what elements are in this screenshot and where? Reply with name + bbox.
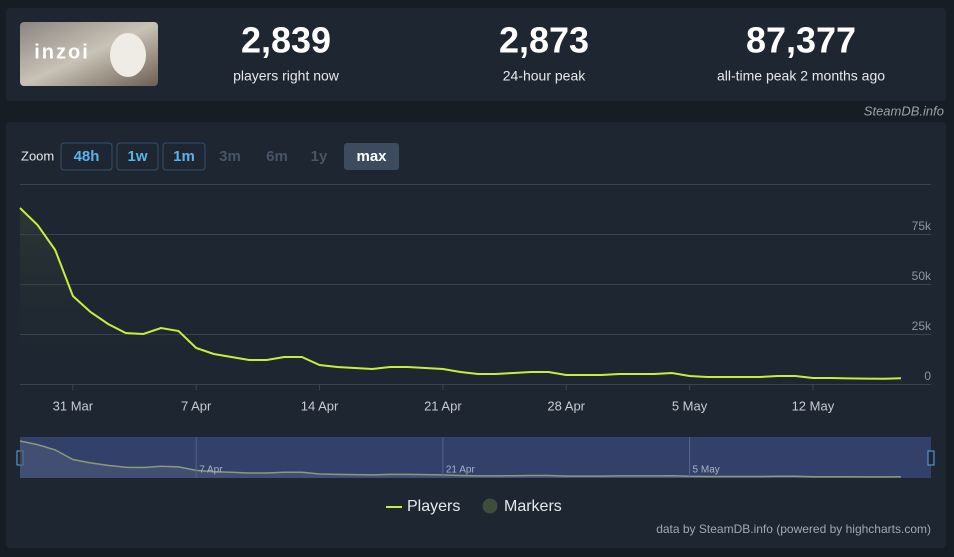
x-tick-label: 5 May: [672, 398, 708, 413]
zoom-button-label[interactable]: 1m: [173, 148, 195, 165]
line: [19, 207, 902, 380]
thumbnail-cat: [110, 33, 146, 77]
credits[interactable]: data by SteamDB.info (powered by highcha…: [656, 522, 931, 536]
legend-label[interactable]: Markers: [504, 498, 562, 515]
y-tick-label: 0: [924, 369, 931, 383]
source-link[interactable]: SteamDB.info: [864, 103, 944, 118]
stat-label: players right now: [233, 68, 340, 84]
zoom-button[interactable]: [60, 142, 113, 171]
x-tick-label: 14 Apr: [301, 398, 339, 413]
navigator-tick-label: 5 May: [693, 465, 720, 476]
x-tick-label: 7 Apr: [181, 398, 212, 413]
navigator-tick-label: 7 Apr: [199, 465, 223, 476]
navigator-handle[interactable]: [927, 450, 935, 466]
x-tick-label: 31 Mar: [53, 398, 94, 413]
navigator-area: [20, 441, 901, 478]
x-tick-label: 12 May: [792, 398, 835, 413]
logo: inzoi: [34, 41, 90, 63]
legend-symbol: [482, 498, 498, 514]
header-panel: [6, 8, 946, 101]
area: [20, 208, 901, 384]
stat-label: 24-hour peak: [503, 68, 587, 84]
stat-label: all-time peak 2 months ago: [717, 68, 885, 84]
x-tick-label: 28 Apr: [547, 398, 585, 413]
zoom-button-label: 3m: [219, 148, 241, 165]
y-tick-label: 75k: [912, 219, 932, 233]
stat-value: 2,873: [499, 20, 589, 61]
navigator-line: [19, 440, 902, 478]
zoom-button-label[interactable]: 1w: [127, 148, 147, 165]
zoom-button-label[interactable]: max: [356, 148, 387, 165]
legend-label[interactable]: Players: [407, 498, 460, 515]
stat-value: 87,377: [746, 20, 856, 61]
zoom-button-label: 1y: [311, 148, 328, 165]
zoom-button[interactable]: [116, 142, 159, 171]
zoom-label: Zoom: [21, 148, 54, 163]
y-tick-label: 50k: [912, 269, 932, 283]
x-tick-label: 21 Apr: [424, 398, 462, 413]
zoom-button-label: 6m: [266, 148, 288, 165]
navigator-tick-label: 21 Apr: [446, 465, 476, 476]
zoom-button[interactable]: [344, 143, 399, 170]
stat-value: 2,839: [241, 20, 331, 61]
zoom-button-label[interactable]: 48h: [74, 148, 100, 165]
y-tick-label: 25k: [912, 319, 932, 333]
zoom-button[interactable]: [162, 142, 206, 171]
